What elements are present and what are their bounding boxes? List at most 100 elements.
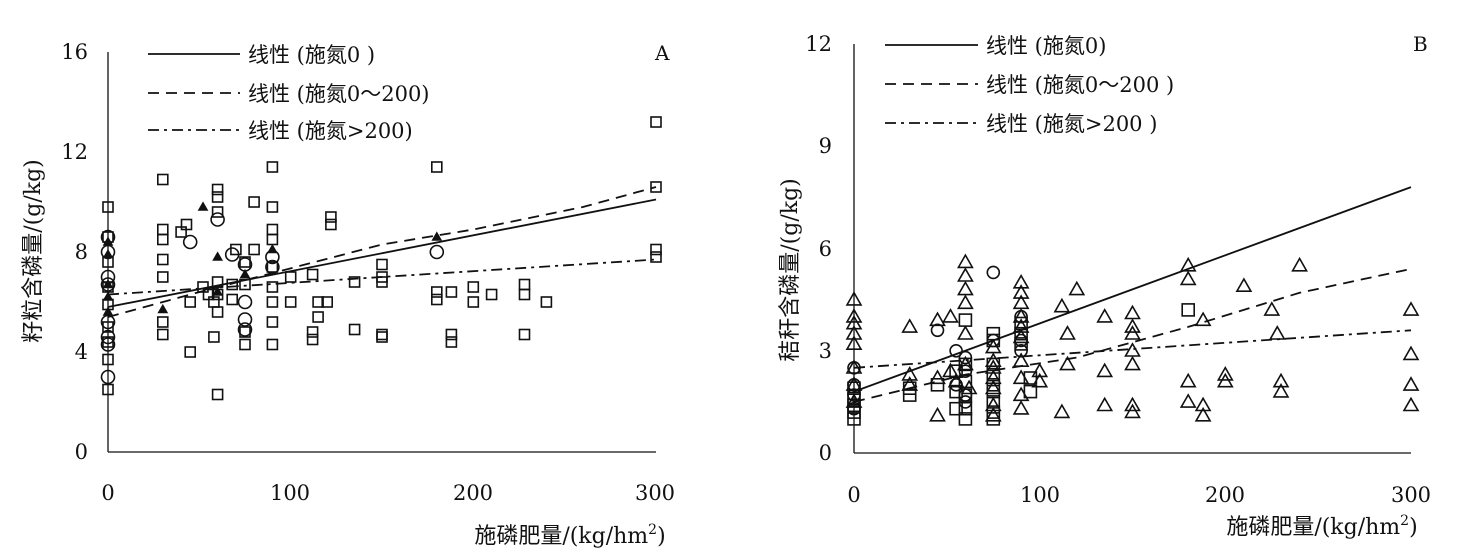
panel-b-data-point-triangle: [1268, 325, 1286, 340]
panel-a-data-point-square: [325, 218, 337, 231]
panel-b-data-point-circle: [949, 343, 963, 358]
panel-a-x-axis-label-tail: ): [657, 524, 666, 549]
panel-a-data-point-square: [325, 211, 337, 223]
panel-a-data-point-square: [266, 338, 279, 351]
panel-b-data-point-circle: [986, 265, 1001, 280]
panel-a-data-point-square: [445, 336, 458, 348]
panel-a-data-point-square: [226, 278, 238, 291]
panel-b-legend-label: 线性 (施氮0): [986, 34, 1106, 58]
panel-b-data-point-triangle: [1216, 372, 1234, 388]
panel-a-data-point-square: [157, 223, 169, 236]
panel-a-data-point-triangle: [212, 251, 223, 261]
panel-b-data-point-triangle: [984, 406, 1002, 422]
panel-b-data-point-triangle: [845, 359, 863, 374]
panel-a-data-point-circle: [100, 369, 116, 385]
panel-a-data-point-square: [102, 383, 114, 396]
panel-a-data-point-circle: [265, 259, 280, 275]
panel-b-y-tick-label: 12: [805, 32, 832, 56]
panel-a-data-point-square: [180, 218, 193, 231]
panel-a-data-point-square: [239, 338, 251, 351]
panel-b-data-point-triangle: [942, 308, 959, 323]
panel-b-data-point-triangle: [929, 369, 946, 385]
panel-a-x-axis-label-main: 施磷肥量/(kg/hm: [474, 524, 648, 549]
panel-b-data-point-square: [930, 377, 945, 392]
panel-a-data-point-circle: [100, 329, 116, 345]
panel-b-trendline-dashed: [853, 268, 1412, 403]
panel-a-y-tick-label: 0: [75, 440, 88, 464]
panel-b-data-point-square: [949, 364, 963, 379]
panel-b-data-point-triangle: [845, 393, 863, 408]
panel-a-data-point-square: [266, 201, 279, 213]
panel-a-y-axis-label: 籽粒含磷量/(g/kg): [21, 159, 46, 343]
panel-a-data-point-square: [650, 243, 662, 256]
panel-a-data-point-square: [306, 326, 319, 338]
panel-a-points: [100, 116, 662, 401]
panel-b-data-point-square: [949, 384, 963, 399]
panel-b-data-point-square: [847, 412, 861, 426]
panel-a-data-point-square: [650, 116, 662, 128]
panel-a-data-point-square: [211, 206, 224, 218]
panel-b-data-point-triangle: [957, 294, 974, 310]
panel-b: 12 9 6 3 0 0 100 200 300 秸秆含磷量/(g/kg) 施磷…: [778, 32, 1431, 540]
panel-b-data-point-triangle: [957, 267, 974, 282]
panel-b-data-point-triangle: [1012, 284, 1030, 299]
panel-a-x-axis-label: 施磷肥量/(kg/hm2): [474, 522, 665, 549]
panel-b-data-point-triangle: [1012, 328, 1030, 344]
panel-b-data-point-triangle: [1272, 372, 1290, 388]
panel-b-data-point-triangle: [1124, 403, 1141, 419]
panel-b-data-point-circle: [930, 323, 945, 338]
panel-b-data-point-triangle: [1124, 355, 1141, 371]
panel-a-data-point-triangle: [102, 248, 114, 259]
panel-a-data-point-circle: [237, 312, 253, 327]
panel-a-y-tick-label: 8: [75, 240, 88, 264]
panel-b-data-point-triangle: [845, 314, 863, 330]
panel-a-data-point-square: [306, 333, 319, 346]
panel-b-y-tick-label: 9: [819, 134, 832, 158]
panel-a-data-point-square: [540, 296, 553, 308]
panel-b-data-point-triangle: [929, 406, 946, 422]
panel-a-data-point-square: [266, 316, 279, 328]
panel-b-data-point-triangle: [960, 379, 978, 395]
panel-b-data-point-triangle: [1272, 382, 1290, 398]
panel-a-data-point-square: [239, 278, 251, 291]
panel-a-x-axis-label-sup: 2: [648, 522, 657, 538]
panel-b-data-point-triangle: [957, 280, 974, 296]
panel-b-x-axis-label-tail: ): [1409, 515, 1418, 540]
panel-b-points: [845, 253, 1420, 426]
panel-a-data-point-square: [211, 388, 224, 401]
panel-b-trendline-solid: [853, 186, 1412, 393]
panel-a-tag: A: [654, 41, 670, 65]
panel-b-data-point-circle: [1014, 343, 1028, 358]
panel-a-data-point-square: [266, 161, 279, 173]
panel-b-data-point-triangle: [1012, 308, 1030, 323]
panel-b-x-tick-label: 100: [1020, 483, 1060, 507]
panel-b-x-tick-label: 0: [847, 483, 860, 507]
panel-b-data-point-triangle: [1402, 376, 1420, 391]
panel-b-data-point-triangle: [1012, 400, 1030, 415]
panel-a-trendline-solid: [107, 198, 657, 308]
panel-a-data-point-circle: [237, 294, 253, 310]
panel-b-x-axis-label-main: 施磷肥量/(kg/hm: [1226, 515, 1400, 540]
panel-b-data-point-square: [958, 313, 973, 327]
panel-a-data-point-square: [226, 293, 238, 306]
panel-b-data-point-triangle: [845, 335, 863, 351]
panel-b-data-point-triangle: [901, 318, 919, 333]
panel-a-data-point-triangle: [267, 243, 278, 254]
panel-b-data-point-triangle: [1124, 304, 1141, 320]
panel-a-legend: 线性 (施氮0 ) 线性 (施氮0～200) 线性 (施氮>200): [148, 43, 430, 143]
panel-b-y-axis-label: 秸秆含磷量/(g/kg): [778, 178, 803, 362]
panel-a-data-point-square: [445, 286, 458, 298]
panel-b-data-point-triangle: [1096, 308, 1114, 323]
panel-b-data-point-triangle: [1179, 393, 1197, 408]
panel-b-data-point-triangle: [845, 290, 863, 306]
panel-b-trendline-dashdot: [853, 329, 1412, 369]
panel-b-data-point-circle: [958, 364, 973, 379]
panel-a-data-point-square: [430, 293, 443, 306]
panel-a-data-point-square: [157, 253, 169, 266]
panel-b-data-point-square: [949, 401, 963, 416]
panel-a-data-point-square: [266, 296, 279, 308]
panel-a-data-point-square: [184, 296, 196, 308]
panel-a-data-point-square: [266, 233, 279, 246]
panel-b-data-point-triangle: [1068, 280, 1086, 296]
panel-b-legend-label: 线性 (施氮>200 ): [986, 112, 1157, 136]
